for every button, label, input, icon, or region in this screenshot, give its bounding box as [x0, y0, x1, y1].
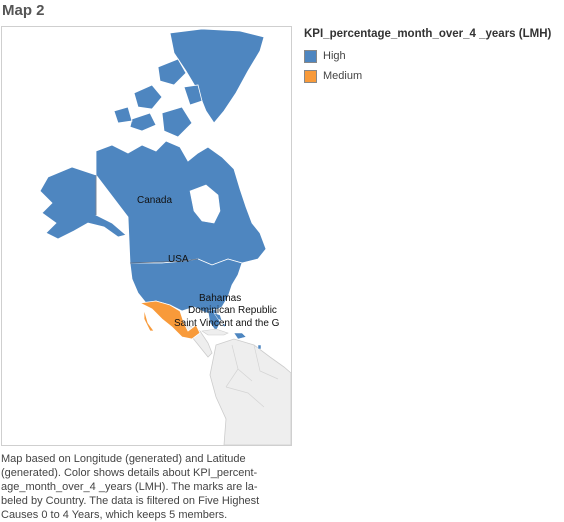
caption-line: beled by Country. The data is filtered o…: [1, 495, 260, 507]
canada-shape[interactable]: [95, 140, 267, 266]
caption-line: age_month_over_4 _years (LMH). The marks…: [1, 481, 258, 493]
label-usa: USA: [168, 254, 189, 265]
arctic-islands: [113, 58, 203, 138]
dominican-republic-shape[interactable]: [233, 332, 247, 340]
mexico-shape[interactable]: [138, 300, 201, 340]
greenland-shape: [169, 28, 265, 124]
usa-canada-border: [129, 258, 199, 264]
legend-swatch-high: [304, 49, 317, 63]
south-america-borders: [225, 344, 279, 408]
caption-line: Causes 0 to 4 Years, which keeps 5 membe…: [1, 509, 228, 521]
label-canada: Canada: [137, 195, 172, 206]
label-bahamas: Bahamas: [199, 293, 241, 304]
bahamas-shape[interactable]: [213, 312, 227, 328]
hudson-bay: [189, 184, 221, 224]
legend-title: KPI_percentage_month_over_4 _years (LMH): [304, 28, 552, 40]
saint-vincent-shape[interactable]: [257, 344, 262, 350]
caption-line: Map based on Longitude (generated) and L…: [1, 453, 246, 465]
map-caption: Map based on Longitude (generated) and L…: [1, 452, 291, 522]
label-saint-vincent: Saint Vincent and the G: [174, 318, 280, 329]
legend-item-high[interactable]: High: [304, 46, 551, 66]
label-dominican-republic: Dominican Republic: [188, 305, 277, 316]
map-canvas[interactable]: Canada USA Bahamas Dominican Republic Sa…: [2, 27, 291, 445]
map-view[interactable]: Canada USA Bahamas Dominican Republic Sa…: [1, 26, 292, 446]
caption-line: (generated). Color shows details about K…: [1, 467, 258, 479]
legend-swatch-medium: [304, 69, 317, 83]
color-legend: KPI_percentage_month_over_4 _years (LMH)…: [304, 28, 551, 86]
legend-label-medium: Medium: [323, 70, 363, 82]
south-america-landmass: [209, 338, 291, 445]
legend-label-high: High: [323, 50, 346, 62]
legend-item-medium[interactable]: Medium: [304, 66, 551, 86]
cuba-shape: [201, 328, 229, 336]
page-title: Map 2: [2, 2, 45, 19]
